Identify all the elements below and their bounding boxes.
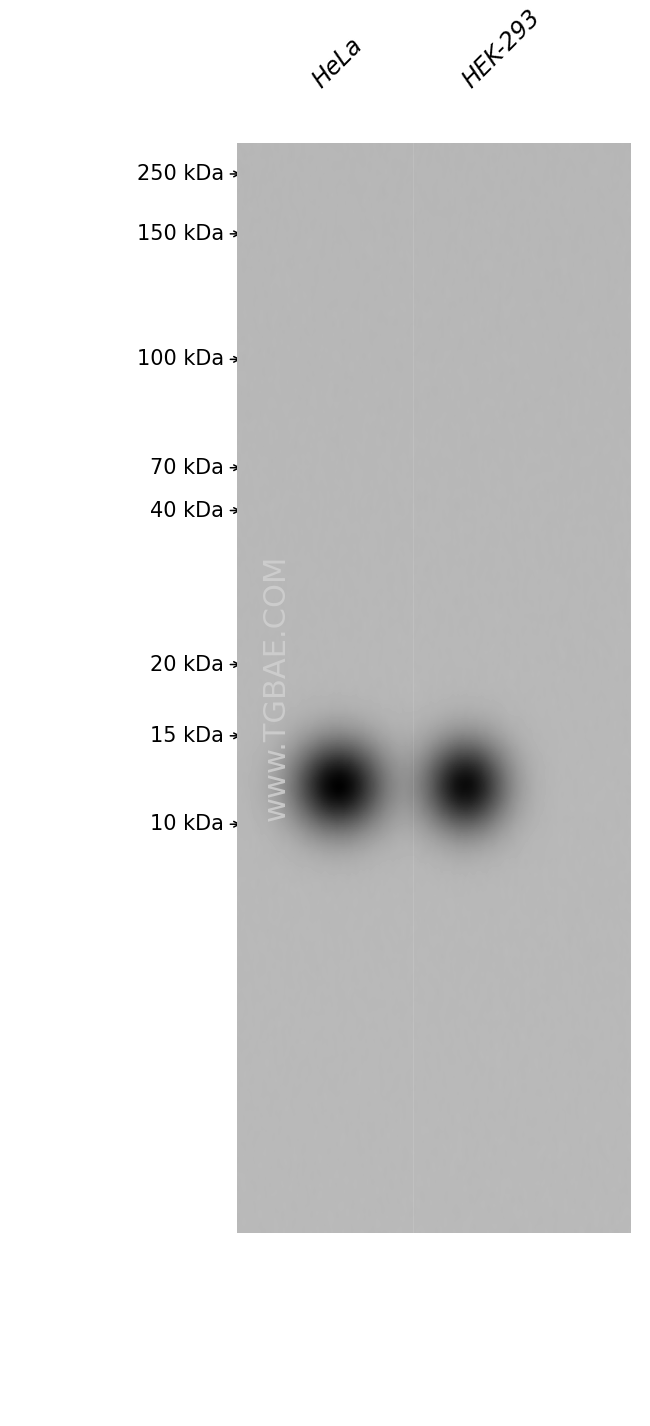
Text: 100 kDa: 100 kDa <box>137 349 224 369</box>
Text: 250 kDa: 250 kDa <box>137 164 224 184</box>
Text: 15 kDa: 15 kDa <box>150 726 224 746</box>
Text: HEK-293: HEK-293 <box>458 6 545 93</box>
Text: www.TGBAE.COM: www.TGBAE.COM <box>262 555 291 821</box>
Text: HeLa: HeLa <box>308 33 367 93</box>
Text: 40 kDa: 40 kDa <box>150 501 224 520</box>
Text: 20 kDa: 20 kDa <box>150 655 224 674</box>
Text: 10 kDa: 10 kDa <box>150 814 224 834</box>
Text: 150 kDa: 150 kDa <box>137 224 224 244</box>
Text: 70 kDa: 70 kDa <box>150 458 224 478</box>
